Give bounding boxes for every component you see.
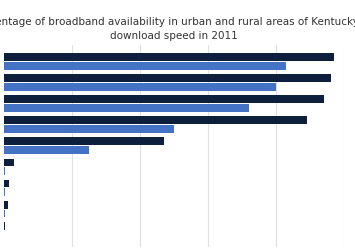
Bar — [4, 117, 307, 125]
Bar — [4, 96, 324, 104]
Bar — [4, 180, 9, 188]
Bar — [4, 54, 334, 61]
Bar — [4, 222, 5, 230]
Bar — [4, 138, 164, 146]
Title: Percentage of broadband availability in urban and rural areas of Kentucky by
dow: Percentage of broadband availability in … — [0, 17, 355, 40]
Bar — [4, 147, 89, 154]
Bar — [4, 83, 276, 91]
Bar — [4, 125, 174, 134]
Bar — [4, 75, 331, 83]
Bar — [4, 210, 5, 217]
Bar — [4, 201, 8, 209]
Bar — [4, 159, 14, 167]
Bar — [4, 189, 5, 197]
Bar — [4, 62, 286, 70]
Bar — [4, 105, 249, 112]
Bar — [4, 168, 5, 176]
